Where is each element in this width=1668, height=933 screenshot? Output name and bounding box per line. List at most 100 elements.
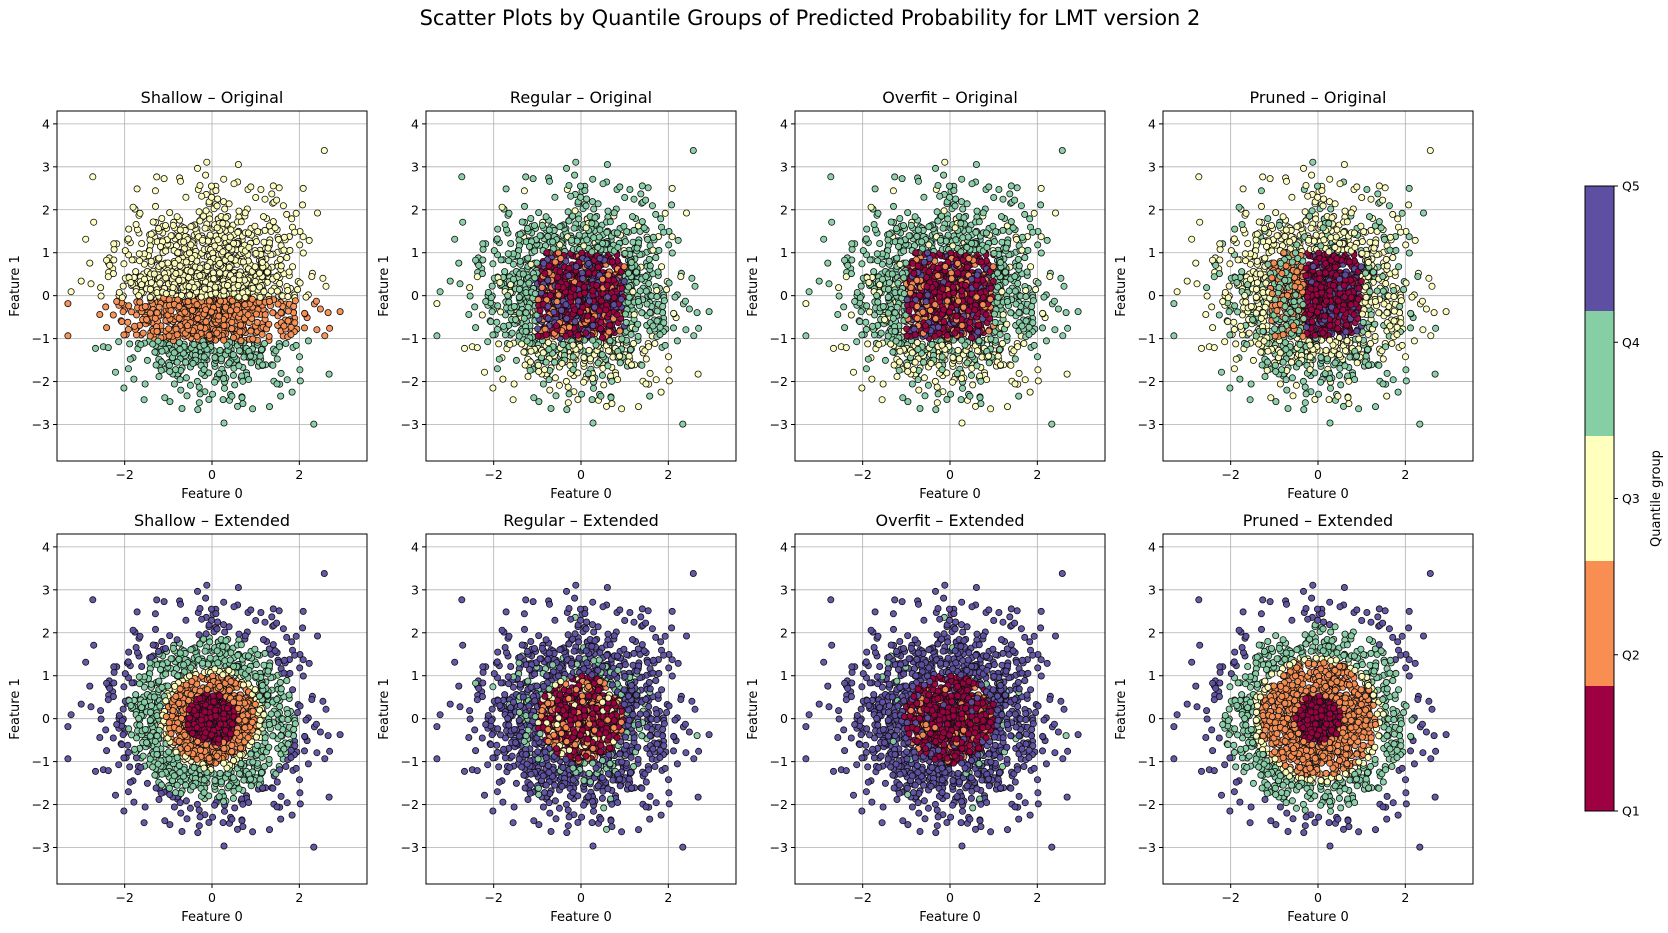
- scatter-point: [911, 213, 919, 221]
- scatter-point: [287, 323, 295, 331]
- scatter-point: [533, 259, 541, 267]
- scatter-point: [959, 205, 967, 213]
- scatter-point: [581, 187, 589, 195]
- x-tick-label: 2: [295, 467, 303, 482]
- x-tick-label: 0: [577, 467, 585, 482]
- scatter-point: [585, 297, 593, 305]
- scatter-point: [102, 303, 110, 311]
- scatter-point: [494, 225, 502, 233]
- scatter-point: [535, 398, 543, 406]
- scatter-point: [110, 256, 118, 264]
- y-tick-label: 0: [42, 288, 50, 303]
- scatter-point: [320, 146, 328, 154]
- scatter-point: [504, 250, 512, 258]
- scatter-point: [211, 283, 219, 291]
- scatter-point: [594, 263, 602, 271]
- scatter-point: [186, 381, 194, 389]
- scatter-point: [257, 185, 265, 193]
- scatter-point: [566, 293, 574, 301]
- scatter-point: [527, 347, 535, 355]
- scatter-point: [835, 284, 843, 292]
- scatter-point: [584, 370, 592, 378]
- scatter-point: [149, 218, 157, 226]
- scatter-point: [265, 403, 273, 411]
- scatter-point: [665, 241, 673, 249]
- scatter-point: [645, 343, 653, 351]
- scatter-point: [583, 236, 591, 244]
- scatter-point: [546, 386, 554, 394]
- scatter-point: [446, 277, 454, 285]
- scatter-point: [472, 256, 480, 264]
- scatter-point: [259, 213, 267, 221]
- scatter-point: [606, 337, 614, 345]
- scatter-point: [665, 279, 673, 287]
- scatter-point: [305, 236, 313, 244]
- scatter-point: [1018, 233, 1026, 241]
- scatter-point: [588, 248, 596, 256]
- scatter-point: [259, 361, 267, 369]
- scatter-point: [146, 309, 154, 317]
- scatter-point: [585, 259, 593, 267]
- scatter-point: [220, 419, 228, 427]
- scatter-point: [154, 224, 162, 232]
- scatter-point: [580, 353, 588, 361]
- scatter-point: [625, 293, 633, 301]
- scatter-point: [599, 275, 607, 283]
- scatter-point: [668, 201, 676, 209]
- scatter-point: [158, 347, 166, 355]
- scatter-point: [556, 241, 564, 249]
- scatter-point: [140, 396, 148, 404]
- scatter-point: [544, 232, 552, 240]
- scatter-point: [582, 224, 590, 232]
- scatter-point: [143, 316, 151, 324]
- scatter-point: [668, 249, 676, 257]
- scatter-point: [252, 238, 260, 246]
- scatter-point: [549, 238, 557, 246]
- scatter-point: [605, 328, 613, 336]
- subplot-title: Regular – Original: [510, 88, 652, 107]
- scatter-point: [933, 383, 941, 391]
- scatter-point: [649, 246, 657, 254]
- scatter-point: [304, 337, 312, 345]
- scatter-point: [228, 318, 236, 326]
- scatter-point: [671, 293, 679, 301]
- scatter-point: [551, 258, 559, 266]
- scatter-point: [564, 399, 572, 407]
- scatter-point: [151, 202, 159, 210]
- scatter-point: [478, 270, 486, 278]
- scatter-point: [161, 221, 169, 229]
- scatter-point: [603, 281, 611, 289]
- scatter-point: [618, 335, 626, 343]
- scatter-point: [889, 187, 897, 195]
- scatter-point: [187, 241, 195, 249]
- scatter-point: [577, 193, 585, 201]
- scatter-point: [299, 201, 307, 209]
- scatter-point: [944, 215, 952, 223]
- scatter-point: [1039, 309, 1047, 317]
- scatter-point: [226, 307, 234, 315]
- scatter-point: [552, 392, 560, 400]
- scatter-point: [999, 339, 1007, 347]
- scatter-point: [688, 274, 696, 282]
- scatter-point: [176, 226, 184, 234]
- scatter-point: [182, 258, 190, 266]
- scatter-point: [857, 282, 865, 290]
- scatter-point: [802, 332, 810, 340]
- scatter-point: [200, 353, 208, 361]
- scatter-point: [233, 402, 241, 410]
- scatter-point: [665, 353, 673, 361]
- scatter-point: [227, 254, 235, 262]
- scatter-point: [322, 282, 330, 290]
- scatter-point: [287, 330, 295, 338]
- scatter-point: [690, 332, 698, 340]
- scatter-point: [165, 361, 173, 369]
- scatter-point: [569, 366, 577, 374]
- y-tick-label: −2: [401, 374, 419, 389]
- scatter-point: [840, 303, 848, 311]
- scatter-point: [572, 262, 580, 270]
- scatter-point: [625, 283, 633, 291]
- scatter-point: [815, 277, 823, 285]
- scatter-point: [870, 220, 878, 228]
- scatter-point: [273, 287, 281, 295]
